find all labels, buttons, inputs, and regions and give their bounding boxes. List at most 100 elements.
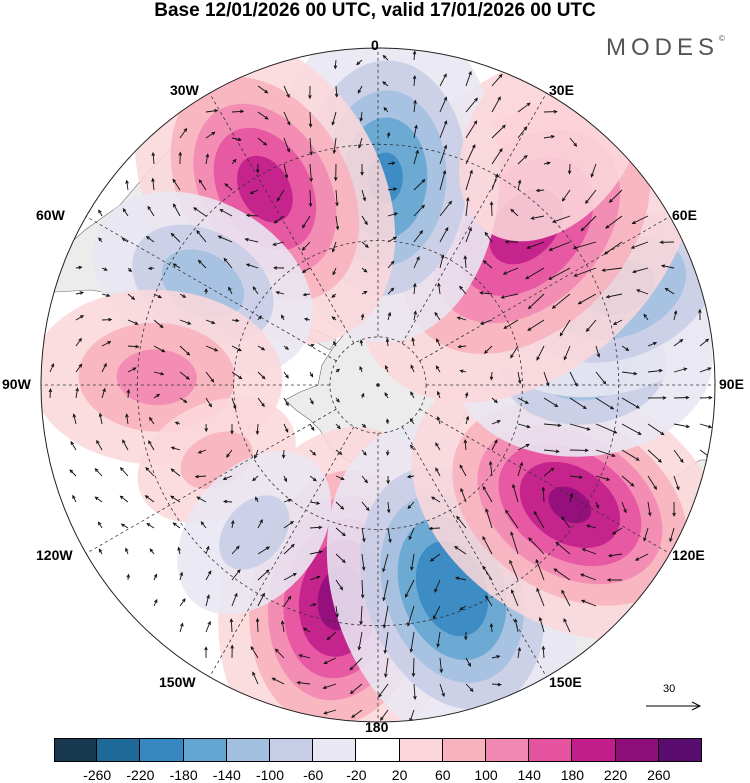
wind-arrow	[383, 631, 389, 654]
wind-arrow	[222, 475, 233, 480]
wind-arrow	[230, 519, 235, 529]
wind-arrow	[517, 102, 531, 113]
wind-arrow	[357, 85, 363, 94]
wind-arrow	[543, 397, 559, 408]
wind-arrow	[335, 605, 339, 618]
wind-arrow	[405, 579, 415, 598]
wind-arrow	[439, 657, 444, 674]
wind-arrow	[437, 282, 441, 295]
wind-arrow	[382, 605, 389, 629]
wind-arrow	[580, 215, 597, 232]
wind-arrow	[387, 527, 392, 544]
wind-arrow	[309, 501, 321, 505]
wind-arrow	[413, 683, 417, 701]
wind-arrow	[147, 266, 155, 271]
wind-arrow	[308, 111, 313, 128]
wind-arrow	[482, 535, 493, 555]
colorbar-tick-label: -100	[255, 767, 285, 783]
wind-arrow	[382, 579, 389, 602]
wind-arrow	[595, 371, 607, 385]
wind-arrow	[153, 371, 165, 376]
wind-arrow	[127, 319, 139, 325]
wind-arrow	[309, 449, 317, 456]
wind-arrow	[193, 207, 207, 217]
wind-arrow	[465, 169, 473, 191]
wind-arrow	[699, 338, 710, 347]
wind-arrow	[465, 97, 478, 113]
wind-arrow	[226, 449, 233, 458]
wind-arrow	[298, 654, 311, 659]
wind-arrow	[283, 521, 295, 529]
colorbar-cell	[442, 738, 486, 762]
wind-arrow	[283, 595, 292, 607]
colorbar-tick-label: -140	[212, 767, 241, 783]
wind-arrow	[358, 137, 363, 149]
wind-arrow	[170, 232, 181, 243]
wind-arrow	[153, 345, 166, 353]
wind-arrow	[465, 226, 472, 243]
wind-arrow	[72, 494, 77, 503]
wind-arrow	[595, 345, 601, 358]
wind-arrow	[94, 496, 103, 503]
wind-arrow	[647, 501, 652, 517]
wind-arrow	[387, 161, 396, 166]
wind-arrow	[257, 397, 265, 408]
wind-arrow	[543, 161, 551, 165]
wind-arrow	[595, 397, 615, 410]
wind-arrow	[465, 196, 470, 217]
wind-arrow	[673, 310, 678, 321]
wind-arrow	[555, 541, 571, 555]
wind-arrow	[673, 423, 691, 429]
wind-arrow	[647, 341, 658, 347]
wind-arrow	[153, 598, 158, 607]
wind-arrow	[647, 368, 664, 373]
wind-arrow	[49, 363, 55, 373]
wind-arrow	[309, 575, 321, 581]
wind-arrow	[257, 518, 263, 529]
vector-scale-value: 30	[663, 683, 676, 695]
wind-arrow	[607, 553, 623, 558]
wind-arrow	[153, 319, 164, 329]
wind-arrow	[428, 526, 441, 531]
wind-arrow	[439, 144, 448, 165]
wind-arrow	[172, 522, 181, 529]
wind-arrow	[144, 495, 155, 503]
wind-arrow	[301, 241, 311, 251]
wind-arrow	[454, 576, 467, 581]
wind-arrow	[413, 282, 417, 295]
wind-arrow	[559, 319, 571, 337]
wind-arrow	[335, 189, 339, 207]
wind-arrow	[482, 565, 493, 581]
wind-arrow	[673, 449, 684, 463]
wind-arrow	[170, 446, 181, 451]
wind-arrow	[360, 163, 364, 176]
meridian-line	[85, 408, 337, 554]
wind-vectors	[48, 50, 713, 722]
wind-arrow	[323, 657, 337, 664]
colorbar-tick-label: -20	[346, 767, 367, 783]
wind-arrow	[526, 241, 545, 249]
wind-arrow	[632, 267, 649, 274]
wind-arrow	[410, 391, 415, 399]
wind-arrow	[309, 423, 315, 431]
wind-arrow	[178, 151, 183, 165]
wind-arrow	[303, 317, 311, 322]
wind-arrow	[505, 509, 519, 529]
wind-arrow	[125, 413, 129, 425]
wind-arrow	[222, 499, 233, 504]
wind-arrow	[408, 527, 415, 541]
wind-arrow	[482, 260, 493, 269]
wind-arrow	[196, 496, 207, 503]
wind-arrow	[536, 345, 545, 361]
wind-arrow	[383, 106, 389, 113]
wind-arrow	[563, 345, 571, 361]
wind-arrow	[151, 151, 155, 165]
wind-arrow	[659, 240, 675, 245]
wind-arrow	[413, 149, 419, 165]
wind-arrow	[491, 148, 503, 165]
wind-arrow	[357, 631, 363, 651]
wind-arrow	[569, 371, 578, 387]
wind-arrow	[70, 440, 77, 451]
wind-arrow	[484, 231, 493, 243]
meridian-line	[419, 408, 671, 554]
